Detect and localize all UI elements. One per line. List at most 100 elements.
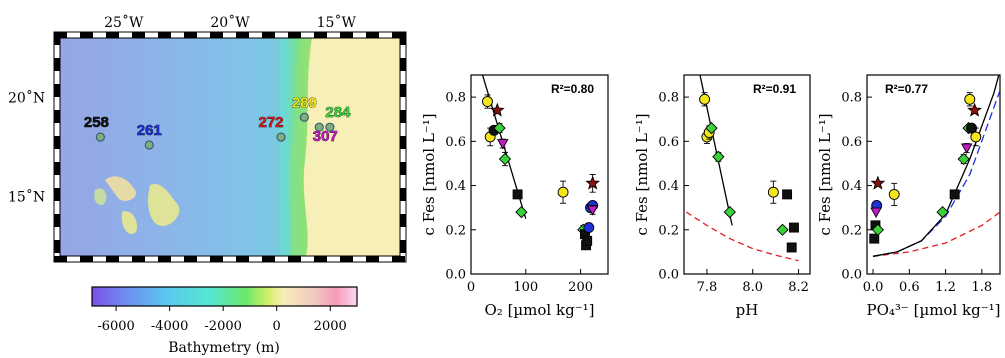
x-axis-label: pH xyxy=(736,301,759,319)
map-longitude-labels: 25˚W 20˚W 15˚W xyxy=(104,14,356,31)
x-tick-label: 1.2 xyxy=(935,280,956,295)
data-point xyxy=(489,102,505,117)
map-bathymetry xyxy=(60,38,400,256)
y-tick-label: 0.0 xyxy=(445,268,466,283)
plot-frame xyxy=(866,74,1001,275)
station-label: 261 xyxy=(137,122,162,139)
data-point xyxy=(512,189,523,200)
y-tick-label: 0.6 xyxy=(658,135,679,150)
colorbar-tick-label: -6000 xyxy=(97,319,134,334)
x-tick-label: 100 xyxy=(513,280,538,295)
scatter-panel-3: 0.0 0.2 0.4 0.6 0.8 0.0 0.6 1.2 1.8 PO₄³⁻ [µmol k… xyxy=(816,74,1001,319)
y-tick-label: 0.4 xyxy=(841,179,862,194)
data-point xyxy=(497,139,509,150)
model-curve-red xyxy=(872,211,1000,257)
station-marker xyxy=(276,132,286,142)
model-curve-red xyxy=(685,211,799,262)
x-tick-label: 0 xyxy=(467,280,475,295)
plot-frame xyxy=(683,74,811,275)
scatter-panel-2: 0.0 0.2 0.4 0.6 0.8 7.8 8.0 8.2 pH c Fes [nmol L⁻… xyxy=(633,74,811,319)
data-point xyxy=(586,205,599,216)
y-axis-label: c Fes [nmol L⁻¹] xyxy=(420,113,438,235)
scatter-panels: 0.0 0.2 0.4 0.6 0.8 0 100 200 O₂ [µmol kg⁻¹] c Fe… xyxy=(420,74,1001,319)
latitude-label: 20˚N xyxy=(8,89,45,106)
y-tick-label: 0.4 xyxy=(445,179,466,194)
data-point xyxy=(515,205,528,219)
longitude-label: 15˚W xyxy=(317,14,357,31)
station-marker xyxy=(325,122,335,132)
scatter-panel-1: 0.0 0.2 0.4 0.6 0.8 0 100 200 O₂ [µmol kg⁻¹] c Fe… xyxy=(420,74,609,319)
r-squared-label: R²=0.91 xyxy=(753,82,796,96)
station-marker xyxy=(314,122,324,132)
x-tick-label: 8.0 xyxy=(742,280,763,295)
data-point xyxy=(936,205,949,219)
station-marker xyxy=(299,112,309,122)
y-tick-label: 0.8 xyxy=(658,91,679,106)
data-point xyxy=(967,102,982,117)
x-tick-label: 8.2 xyxy=(788,280,809,295)
data-point xyxy=(870,207,882,219)
station-label: 307 xyxy=(313,128,338,145)
y-tick-label: 0.2 xyxy=(841,223,862,238)
y-tick-label: 0.0 xyxy=(658,268,679,283)
data-point xyxy=(786,242,797,253)
colorbar-tick-label: 0 xyxy=(273,319,281,334)
x-tick-label: 200 xyxy=(568,280,593,295)
station-marker xyxy=(144,140,154,150)
y-tick-label: 0.2 xyxy=(445,223,466,238)
y-tick-label: 0.2 xyxy=(658,223,679,238)
data-point xyxy=(789,222,799,233)
data-point xyxy=(776,223,789,236)
y-tick-label: 0.6 xyxy=(445,135,466,150)
data-point xyxy=(712,150,725,163)
map-panel: 25˚W 20˚W 15˚W 20˚N 15˚N 258 261 272 289 307 284… xyxy=(8,14,407,356)
data-point xyxy=(871,223,885,236)
data-point xyxy=(583,222,595,234)
data-point xyxy=(957,152,970,166)
y-tick-label: 0.4 xyxy=(658,179,679,194)
latitude-label: 15˚N xyxy=(8,189,45,206)
x-axis-label: PO₄³⁻ [µmol kg⁻¹] xyxy=(867,301,1001,319)
data-point xyxy=(767,186,779,198)
data-point xyxy=(782,189,793,200)
data-point xyxy=(870,175,886,190)
station-label: 284 xyxy=(325,104,351,121)
data-point xyxy=(498,152,512,166)
model-curve-blue xyxy=(872,90,1000,257)
x-tick-label: 0.0 xyxy=(863,280,884,295)
station-label: 289 xyxy=(292,94,317,111)
y-axis-label: c Fes [nmol L⁻¹] xyxy=(816,113,834,235)
station-label: 272 xyxy=(258,114,283,131)
data-point xyxy=(481,96,493,107)
y-tick-label: 0.8 xyxy=(841,91,862,106)
r-squared-label: R²=0.80 xyxy=(551,82,594,96)
data-point xyxy=(705,121,718,135)
data-point xyxy=(949,189,960,200)
data-point xyxy=(582,235,593,246)
colorbar-tick-label: -2000 xyxy=(204,319,241,334)
plot-frame xyxy=(470,74,609,275)
colorbar-tick-label: -4000 xyxy=(151,319,188,334)
y-axis-label: c Fes [nmol L⁻¹] xyxy=(633,113,651,235)
data-point xyxy=(888,188,900,200)
map-frame xyxy=(53,31,407,263)
data-point xyxy=(585,175,600,190)
colorbar-gradient xyxy=(91,286,358,307)
colorbar: -6000 -4000 -2000 0 2000 Bathymetry (m) xyxy=(91,286,358,356)
data-point xyxy=(964,93,976,105)
y-tick-label: 0.6 xyxy=(841,135,862,150)
fit-line xyxy=(872,75,1000,257)
station-label: 258 xyxy=(84,114,109,131)
y-tick-label: 0.0 xyxy=(841,268,862,283)
map-stations: 258 261 272 289 307 284 xyxy=(84,94,351,150)
data-point xyxy=(960,143,973,154)
colorbar-tick-label: 2000 xyxy=(314,319,347,334)
longitude-label: 20˚W xyxy=(210,14,250,31)
colorbar-ticks: -6000 -4000 -2000 0 2000 xyxy=(97,306,347,334)
x-tick-label: 7.8 xyxy=(697,280,718,295)
data-point xyxy=(699,93,711,105)
data-point xyxy=(869,233,880,244)
y-tick-label: 0.8 xyxy=(445,91,466,106)
x-axis-label: O₂ [µmol kg⁻¹] xyxy=(485,301,595,319)
data-point xyxy=(493,121,506,135)
